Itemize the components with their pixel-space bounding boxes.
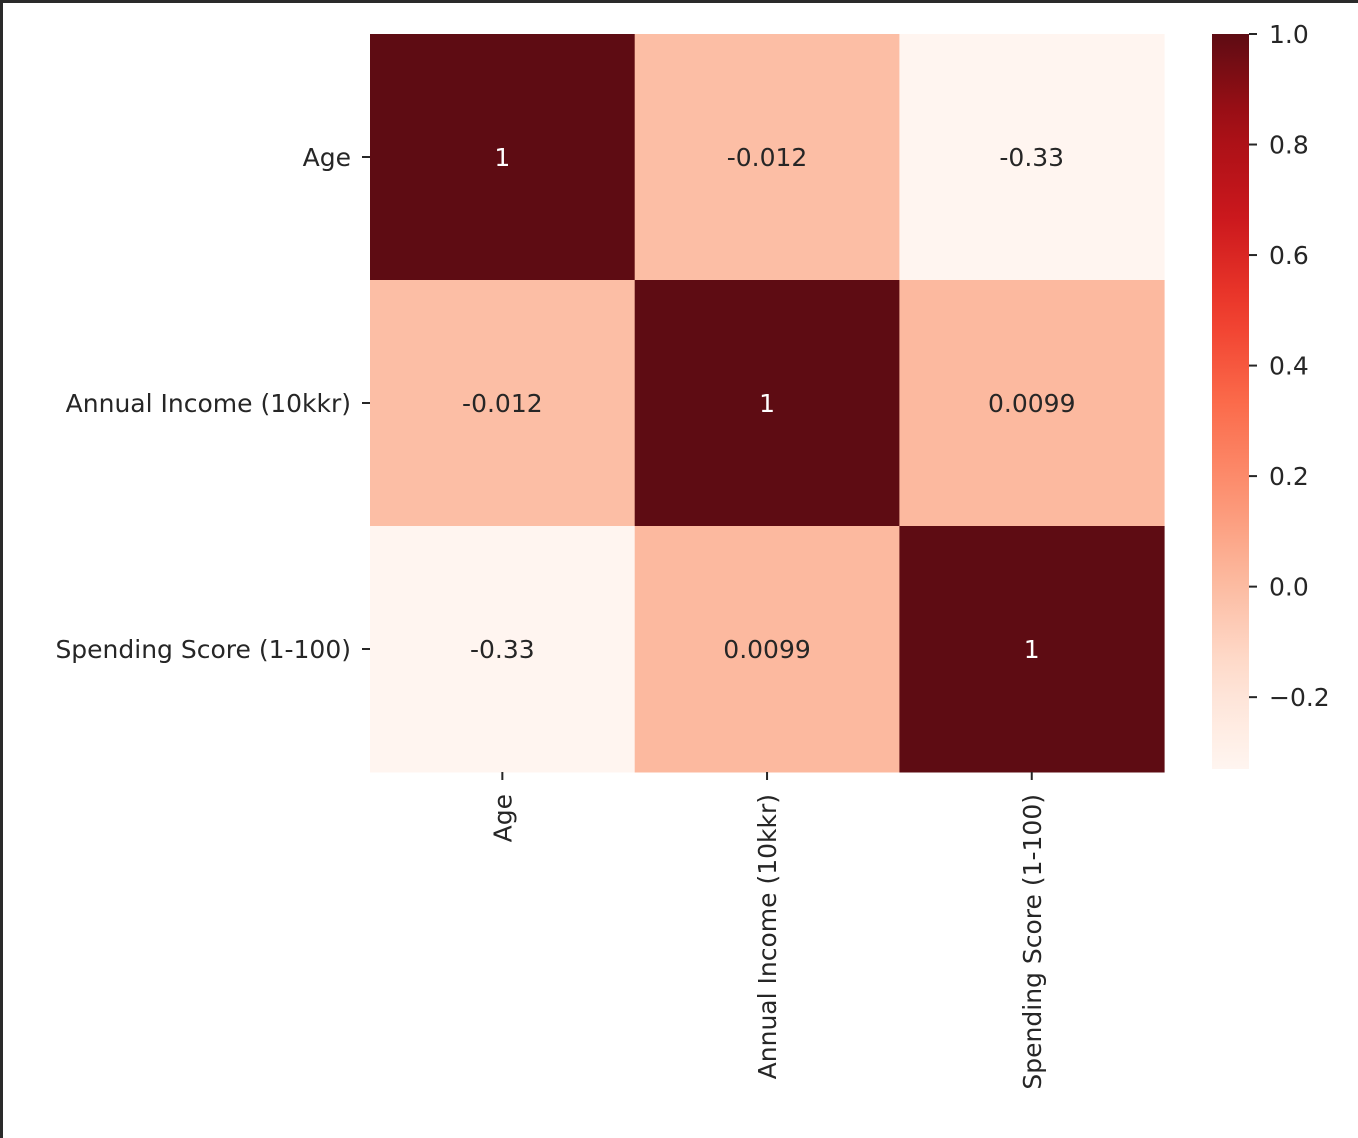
x-tick-label: Age (488, 794, 517, 842)
cell-annotation: 1 (1024, 635, 1040, 664)
heatmap-cell (899, 280, 1165, 527)
heatmap-cell (634, 526, 900, 773)
y-tick-label: Annual Income (10kkr) (66, 389, 351, 418)
cell-annotation: 0.0099 (723, 635, 810, 664)
colorbar-tick-label: 0.0 (1269, 573, 1309, 602)
cell-annotation: 1 (759, 389, 775, 418)
cell-annotation: -0.012 (727, 143, 808, 172)
x-axis: Age Annual Income (10kkr) Spending Score (… (488, 772, 1047, 1090)
colorbar-tick-label: 0.4 (1269, 352, 1309, 381)
colorbar-gradient (1212, 34, 1249, 769)
heatmap-cell (634, 280, 900, 527)
cell-annotation: -0.012 (462, 389, 543, 418)
colorbar-tick-label: −0.2 (1269, 683, 1330, 712)
heatmap-cell (370, 34, 636, 281)
colorbar: 1.0 0.8 0.6 0.4 0.2 0.0 −0.2 (1212, 20, 1330, 769)
chart-frame: 1 -0.012 -0.33 -0.012 1 0.0099 -0.33 0.0099 1 Ag… (3, 3, 1358, 1138)
heatmap-annotations: 1 -0.012 -0.33 -0.012 1 0.0099 -0.33 0.0099 1 (462, 143, 1075, 664)
colorbar-tick-label: 0.2 (1269, 462, 1309, 491)
colorbar-tick-label: 1.0 (1269, 20, 1309, 49)
cell-annotation: -0.33 (470, 635, 535, 664)
heatmap-chart: 1 -0.012 -0.33 -0.012 1 0.0099 -0.33 0.0099 1 Ag… (55, 20, 1330, 1090)
y-tick-label: Spending Score (1-100) (55, 635, 351, 664)
heatmap-cell (899, 526, 1165, 773)
heatmap-cell (370, 526, 636, 773)
y-axis: Age Annual Income (10kkr) Spending Score (… (55, 143, 370, 664)
cell-annotation: -0.33 (999, 143, 1064, 172)
heatmap-cell (634, 34, 900, 281)
x-tick-label: Annual Income (10kkr) (753, 794, 782, 1079)
heatmap-cell (899, 34, 1165, 281)
cell-annotation: 1 (494, 143, 510, 172)
heatmap-cells (370, 34, 1165, 773)
colorbar-tick-label: 0.8 (1269, 131, 1309, 160)
y-tick-label: Age (303, 143, 351, 172)
heatmap-cell (370, 280, 636, 527)
x-tick-label: Spending Score (1-100) (1018, 794, 1047, 1090)
cell-annotation: 0.0099 (988, 389, 1075, 418)
colorbar-tick-label: 0.6 (1269, 241, 1309, 270)
